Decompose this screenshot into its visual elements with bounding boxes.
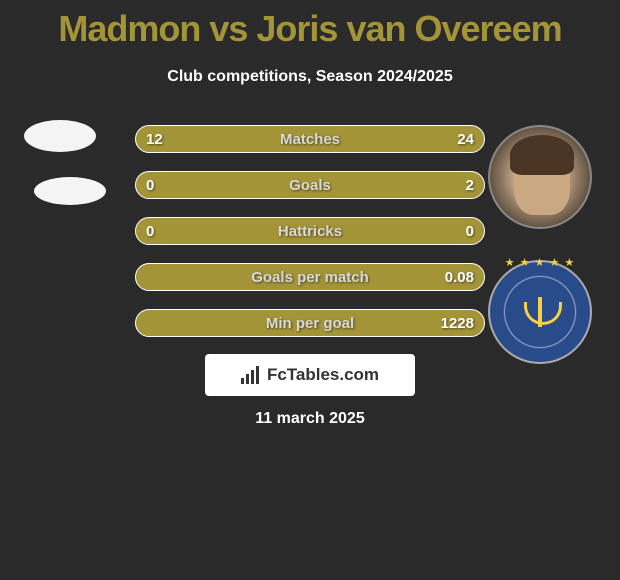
stat-right-value: 1228 (441, 315, 474, 332)
stat-label: Goals per match (251, 269, 369, 286)
right-club-badge: ★ ★ ★ ★ ★ (488, 260, 592, 364)
stat-right-value: 0 (466, 223, 474, 240)
stat-left-value: 0 (146, 177, 154, 194)
stat-left-value: 0 (146, 223, 154, 240)
stat-left-value: 12 (146, 131, 163, 148)
stats-container: 12 Matches 24 0 Goals 2 0 Hattricks 0 Go… (135, 125, 485, 355)
stat-row-matches: 12 Matches 24 (135, 125, 485, 153)
stat-label: Goals (289, 177, 331, 194)
fctables-logo[interactable]: FcTables.com (205, 354, 415, 396)
left-player-avatar-1 (24, 120, 96, 152)
stat-right-value: 2 (466, 177, 474, 194)
stat-right-value: 24 (457, 131, 474, 148)
stat-row-mpg: Min per goal 1228 (135, 309, 485, 337)
club-stars-icon: ★ ★ ★ ★ ★ (490, 256, 590, 269)
date-label: 11 march 2025 (255, 410, 364, 428)
right-player-avatar (488, 125, 592, 229)
page-title: Madmon vs Joris van Overeem (0, 0, 620, 50)
club-inner-icon (505, 277, 575, 347)
left-player-avatar-2 (34, 177, 106, 205)
stat-label: Min per goal (266, 315, 354, 332)
stat-row-hattricks: 0 Hattricks 0 (135, 217, 485, 245)
bar-chart-icon (241, 366, 263, 384)
stat-row-goals: 0 Goals 2 (135, 171, 485, 199)
stat-right-value: 0.08 (445, 269, 474, 286)
page-subtitle: Club competitions, Season 2024/2025 (0, 68, 620, 86)
stat-row-gpm: Goals per match 0.08 (135, 263, 485, 291)
menorah-icon (520, 292, 560, 332)
logo-text: FcTables.com (267, 365, 379, 385)
stat-label: Hattricks (278, 223, 342, 240)
stat-label: Matches (280, 131, 340, 148)
